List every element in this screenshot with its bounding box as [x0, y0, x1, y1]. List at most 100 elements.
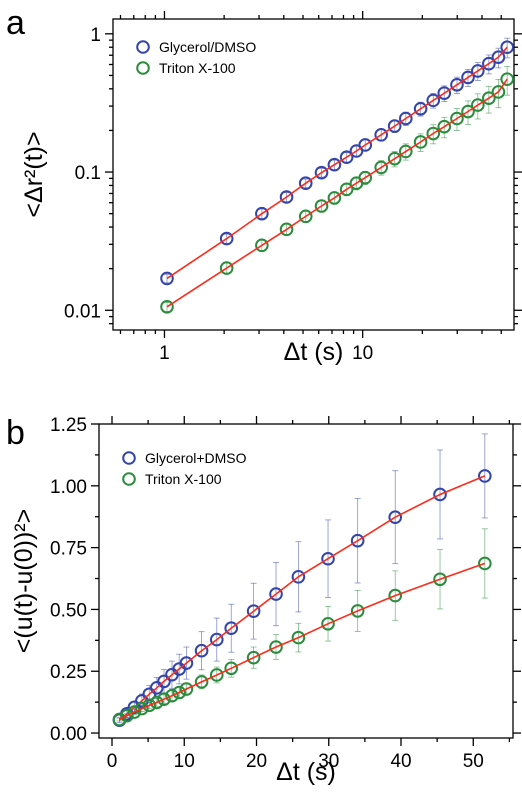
data-point [269, 587, 283, 601]
data-point [194, 675, 209, 689]
x-axis-title: Δt (s) [276, 758, 336, 786]
data-point [142, 698, 157, 713]
legend-label: Glycerol/DMSO [159, 39, 256, 55]
data-point [461, 104, 475, 119]
data-point [339, 150, 354, 165]
data-point [327, 191, 342, 205]
data-point [358, 138, 373, 152]
data-point [450, 77, 464, 92]
legend-marker [136, 61, 150, 75]
data-point [482, 56, 496, 71]
data-point [314, 165, 329, 180]
data-point [413, 101, 428, 116]
legend: Glycerol+DMSO Triton X-100 [122, 450, 247, 487]
data-point [437, 86, 452, 100]
x-tick-label: 10 [352, 343, 373, 364]
data-point [426, 126, 441, 141]
plot-frame [112, 18, 515, 331]
y-tick-label: 1.00 [50, 477, 87, 498]
data-point [321, 616, 335, 631]
data-point [478, 469, 492, 483]
data-point [471, 98, 485, 112]
data-point [165, 688, 179, 703]
y-axis-title: <(u(t)-u(0))²> [10, 509, 38, 653]
data-point [291, 630, 306, 645]
panel-b-letter: b [6, 414, 25, 452]
data-point [327, 157, 342, 172]
y-tick-label: 0.25 [50, 662, 87, 683]
data-point [179, 656, 194, 670]
data-point [388, 510, 403, 525]
data-point [279, 190, 294, 204]
x-tick-label: 10 [174, 751, 195, 772]
data-point [179, 682, 194, 696]
data-point [209, 668, 224, 682]
data-point [219, 261, 234, 275]
data-point [433, 572, 447, 587]
fit-line [118, 475, 486, 721]
data-point [374, 160, 388, 175]
data-point [491, 50, 506, 65]
data-point [255, 206, 269, 221]
panel-a: a 1 10 0.01 0.1 1 Δt (s) <Δr²(t)> Glycerol/DMSO… [6, 4, 522, 366]
data-point [387, 151, 402, 166]
data-point [471, 64, 485, 78]
data-point [291, 569, 306, 584]
x-tick-label: 30 [318, 751, 339, 772]
data-point [160, 271, 174, 286]
x-tick-label: 1 [159, 343, 170, 364]
y-tick-label: 0.75 [50, 539, 87, 560]
data-point [374, 127, 388, 142]
y-tick-label: 0.01 [64, 301, 101, 322]
data-point [433, 487, 447, 502]
data-point [461, 70, 475, 85]
data-point [157, 692, 171, 706]
x-tick-label: 40 [390, 751, 411, 772]
fit-line [166, 46, 508, 280]
data-point [246, 650, 261, 665]
data-point [224, 621, 239, 636]
data-point [398, 144, 413, 159]
data-point [298, 209, 313, 224]
data-point [172, 685, 186, 700]
plot-frame [98, 423, 514, 739]
legend-marker [136, 40, 150, 54]
data-point [279, 222, 294, 237]
data-point [426, 93, 441, 108]
data-point [358, 170, 373, 185]
x-tick-label: 50 [463, 751, 484, 772]
series-1 [160, 37, 515, 286]
data-point [350, 533, 365, 548]
data-point [350, 604, 365, 618]
legend-label: Triton X-100 [145, 471, 222, 487]
data-point [339, 182, 354, 197]
data-point [112, 712, 127, 727]
data-point [314, 199, 329, 213]
data-point [255, 238, 269, 253]
data-point [224, 661, 239, 676]
data-point [398, 111, 413, 126]
legend-label: Glycerol+DMSO [145, 450, 247, 466]
data-point [160, 299, 174, 314]
data-point [491, 85, 506, 99]
data-point [478, 556, 492, 571]
y-tick-label: 0.1 [75, 163, 101, 184]
data-point [135, 701, 149, 716]
x-tick-label: 20 [246, 751, 267, 772]
x-tick-label: 0 [107, 751, 118, 772]
legend-label: Triton X-100 [159, 60, 236, 76]
panel-b: b 0 10 20 30 40 50 0.00 0.25 0.50 0.75 1.00 1.25 Δt … [6, 414, 521, 786]
data-point [437, 119, 452, 134]
y-tick-label: 1 [90, 25, 101, 46]
data-point [387, 119, 402, 133]
data-point [219, 231, 234, 246]
y-axis-title: <Δr²(t)> [20, 131, 48, 217]
y-tick-label: 0.50 [50, 600, 87, 621]
data-point [194, 643, 209, 658]
legend-marker [122, 472, 136, 486]
series-2 [160, 66, 515, 314]
data-point [127, 705, 142, 719]
fit-line [119, 562, 486, 721]
data-point [482, 91, 496, 106]
fit-line [166, 78, 508, 308]
